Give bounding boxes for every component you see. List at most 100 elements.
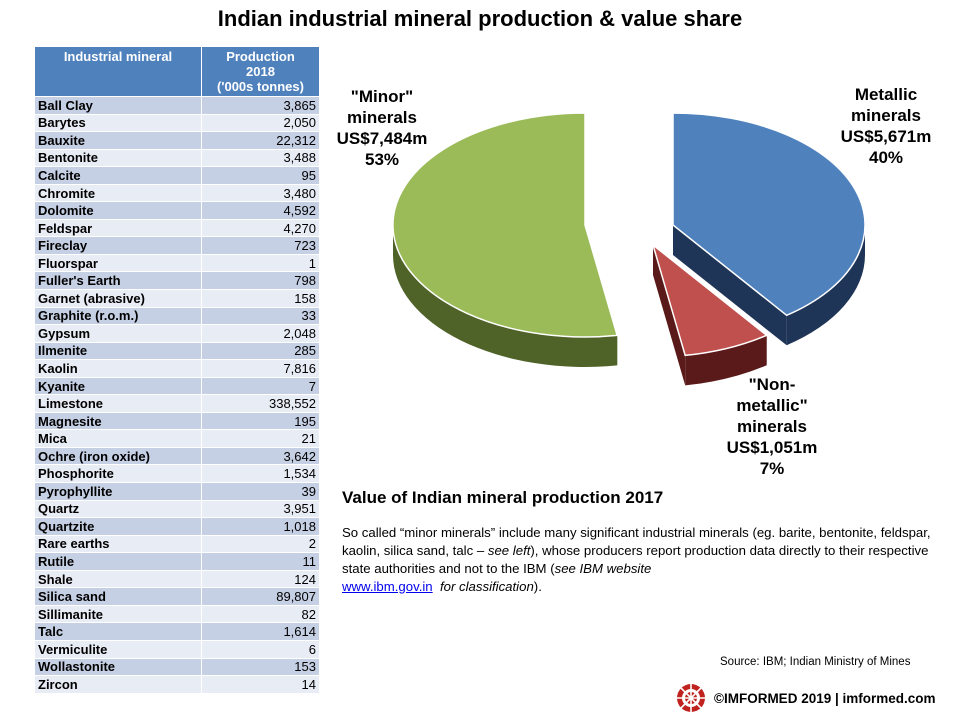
production-value: 21: [201, 429, 320, 448]
mineral-name: Garnet (abrasive): [34, 289, 202, 308]
pie-slice-1: [651, 242, 769, 386]
table-row: Ilmenite 285: [34, 341, 320, 361]
slice-value-label: US$7,484m: [337, 129, 428, 148]
ibm-website-link[interactable]: www.ibm.gov.in: [342, 579, 433, 594]
note-part1: So called “minor minerals” include many …: [342, 525, 931, 558]
table-row: Wollastonite 153: [34, 657, 320, 677]
slice-percent-label: 53%: [365, 150, 399, 169]
pie-slice-0: [672, 112, 866, 346]
table-row: Calcite 95: [34, 166, 320, 185]
pie-label-1: "Non-metallic" minerals US$1,051m 7%: [727, 375, 818, 478]
mineral-name: Fluorspar: [34, 253, 202, 273]
production-value: 1: [201, 253, 320, 273]
production-value: 1,614: [201, 622, 320, 641]
production-value: 11: [201, 552, 320, 571]
pie-label-0: Metallic minerals US$5,671m 40%: [841, 85, 932, 167]
production-value: 82: [201, 604, 320, 624]
mineral-name: Ilmenite: [34, 341, 202, 361]
mineral-name: Zircon: [34, 675, 202, 694]
table-row: Zircon 14: [34, 675, 320, 694]
table-row: Rare earths 2: [34, 534, 320, 554]
table-row: Graphite (r.o.m.) 33: [34, 306, 320, 326]
production-value: 3,488: [201, 148, 320, 168]
production-value: 39: [201, 482, 320, 501]
table-row: Chromite 3,480: [34, 183, 320, 203]
pie-slice-wall: [673, 225, 787, 346]
imformed-logo-icon: [677, 684, 705, 712]
table-row: Sillimanite 82: [34, 604, 320, 624]
table-row: Quartzite 1,018: [34, 517, 320, 536]
production-value: 4,592: [201, 201, 320, 220]
mineral-name: Mica: [34, 429, 202, 448]
slice-value-label: US$1,051m: [727, 438, 818, 457]
mineral-name: Bauxite: [34, 131, 202, 150]
mineral-name: Fuller's Earth: [34, 271, 202, 291]
table-row: Bauxite 22,312: [34, 131, 320, 150]
pie-slice-top: [651, 242, 769, 357]
production-value: 338,552: [201, 394, 320, 413]
note-see-left: see left: [487, 543, 531, 558]
mineral-name: Limestone: [34, 394, 202, 413]
mineral-name: Calcite: [34, 166, 202, 185]
pie-slice-wall: [653, 245, 686, 386]
slice-name-line: minerals: [851, 106, 921, 125]
table-row: Pyrophyllite 39: [34, 482, 320, 501]
table-row: Quartz 3,951: [34, 499, 320, 519]
mineral-name: Ball Clay: [34, 96, 202, 115]
pie-label-2: "Minor" minerals US$7,484m 53%: [337, 87, 428, 169]
table-row: Barytes 2,050: [34, 113, 320, 133]
page-title: Indian industrial mineral production & v…: [217, 6, 743, 31]
production-value: 1,534: [201, 464, 320, 484]
mineral-name: Gypsum: [34, 324, 202, 343]
header-production: Production 2018 ('000s tonnes): [201, 46, 320, 97]
production-value: 2: [201, 534, 320, 554]
mineral-name: Feldspar: [34, 218, 202, 238]
production-value: 195: [201, 411, 320, 431]
mineral-name: Sillimanite: [34, 604, 202, 624]
slice-name-line: Metallic: [855, 85, 917, 104]
pie-slice-top: [672, 112, 866, 317]
chart-title: Value of Indian mineral production 2017: [342, 488, 664, 507]
production-value: 285: [201, 341, 320, 361]
pie-slice-rim: [786, 225, 865, 346]
slice-name-line: minerals: [347, 108, 417, 127]
mineral-name: Rutile: [34, 552, 202, 571]
production-value: 3,865: [201, 96, 320, 115]
explanatory-note: So called “minor minerals” include many …: [342, 524, 932, 596]
mineral-name: Shale: [34, 569, 202, 589]
mineral-name: Vermiculite: [34, 639, 202, 659]
production-value: 95: [201, 166, 320, 185]
slice-percent-label: 40%: [869, 148, 903, 167]
mineral-name: Dolomite: [34, 201, 202, 220]
slice-percent-label: 7%: [760, 459, 785, 478]
production-value: 7,816: [201, 359, 320, 378]
table-row: Fireclay 723: [34, 236, 320, 255]
minerals-table: Industrial mineral Production 2018 ('000…: [34, 46, 320, 694]
table-row: Vermiculite 6: [34, 639, 320, 659]
production-value: 3,951: [201, 499, 320, 519]
source-note: Source: IBM; Indian Ministry of Mines: [720, 656, 911, 668]
mineral-name: Chromite: [34, 183, 202, 203]
note-part3: ).: [533, 579, 542, 594]
slice-name-line: "Minor": [351, 87, 413, 106]
table-row: Shale 124: [34, 569, 320, 589]
header-production-line1: Production: [226, 49, 295, 64]
mineral-name: Rare earths: [34, 534, 202, 554]
production-value: 22,312: [201, 131, 320, 150]
mineral-name: Barytes: [34, 113, 202, 133]
table-row: Mica 21: [34, 429, 320, 448]
table-row: Ochre (iron oxide) 3,642: [34, 446, 320, 466]
table-row: Magnesite 195: [34, 411, 320, 431]
production-value: 2,050: [201, 113, 320, 133]
footer-copyright: ©IMFORMED 2019 | imformed.com: [714, 690, 936, 706]
table-row: Feldspar 4,270: [34, 218, 320, 238]
mineral-name: Bentonite: [34, 148, 202, 168]
value-pie-chart: Metallic minerals US$5,671m 40% "Non-metalli…: [337, 85, 932, 478]
table-row: Gypsum 2,048: [34, 324, 320, 343]
production-value: 33: [201, 306, 320, 326]
production-value: 2,048: [201, 324, 320, 343]
production-value: 1,018: [201, 517, 320, 536]
production-value: 3,642: [201, 446, 320, 466]
table-body: Ball Clay 3,865 Barytes 2,050 Bauxite 22,312 B…: [34, 96, 320, 694]
production-value: 6: [201, 639, 320, 659]
